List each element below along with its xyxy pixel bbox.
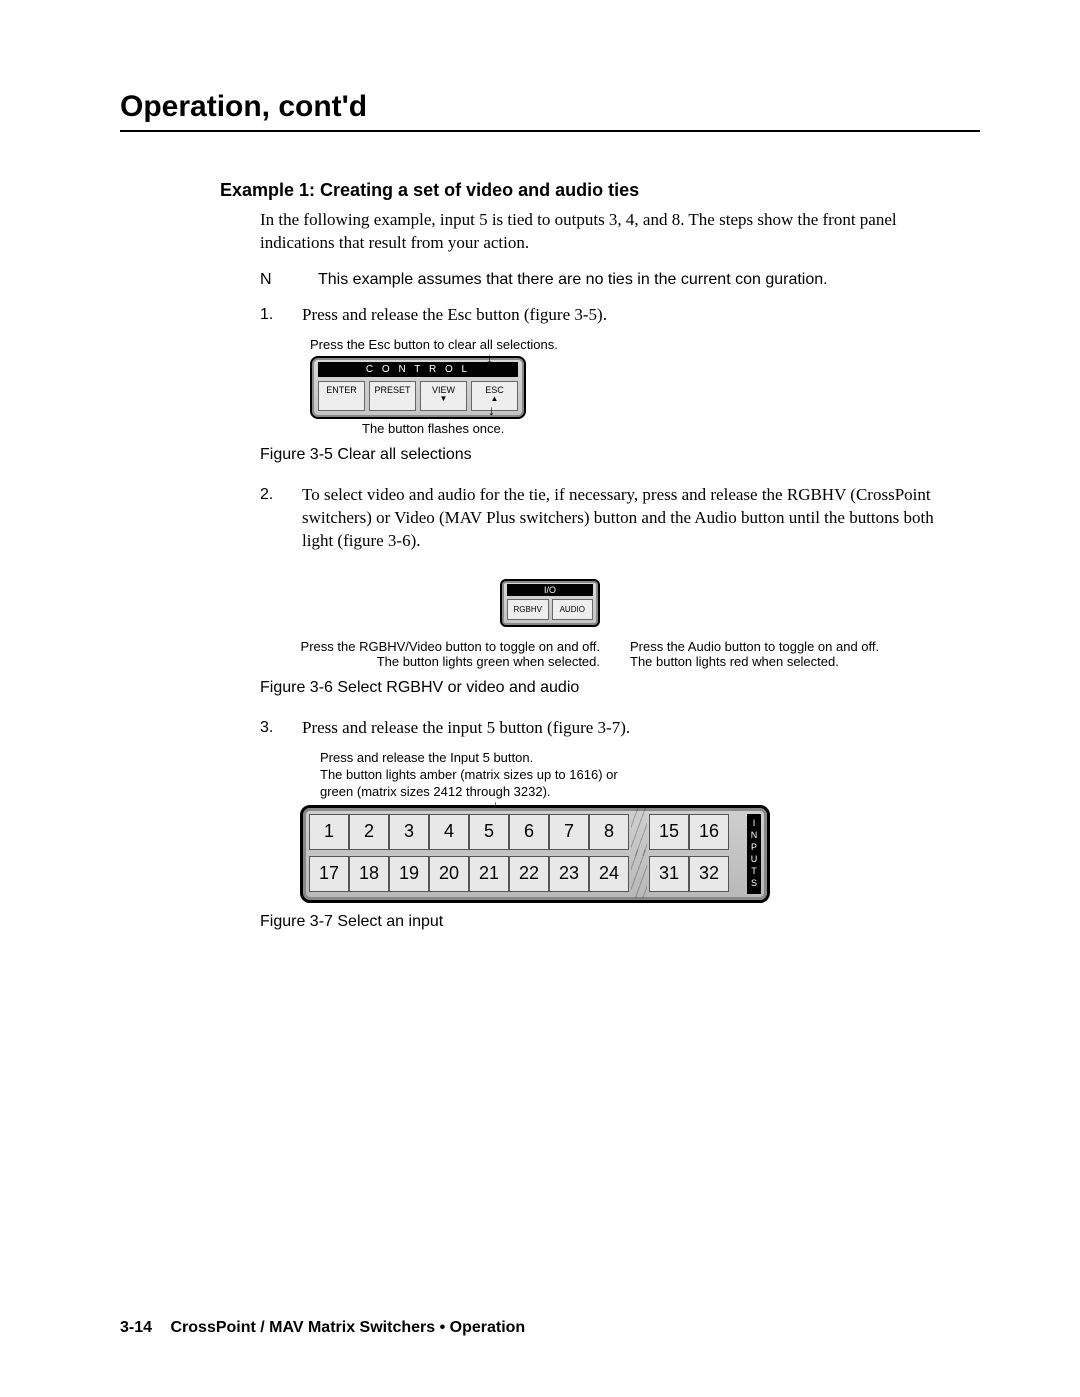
- input-btn: 31: [649, 856, 689, 892]
- footer-text: CrossPoint / MAV Matrix Switchers • Oper…: [170, 1319, 525, 1336]
- input-btn: 6: [509, 814, 549, 850]
- step-3-num: 3.: [260, 717, 280, 740]
- preset-button: PRESET: [369, 381, 416, 411]
- fig37-cap2: The button lights amber (matrix sizes up…: [320, 767, 980, 784]
- input-btn: 19: [389, 856, 429, 892]
- figure-3-5: Press the Esc button to clear all select…: [310, 337, 980, 436]
- input-btn: 21: [469, 856, 509, 892]
- title-rule: [120, 130, 980, 132]
- input-btn: 20: [429, 856, 469, 892]
- fig37-caption: Figure 3-7 Select an input: [260, 913, 980, 931]
- fig37-cap1: Press and release the Input 5 button.: [320, 750, 980, 767]
- input-btn: 17: [309, 856, 349, 892]
- input-row-1: 1 2 3 4 5 6 7 8 15 16: [309, 814, 743, 850]
- io-panel: I/O RGBHV AUDIO: [500, 579, 600, 627]
- input-btn: 2: [349, 814, 389, 850]
- view-button: VIEW: [420, 381, 467, 411]
- input-btn: 23: [549, 856, 589, 892]
- fig36-labels: Press the RGBHV/Video button to toggle o…: [300, 639, 980, 669]
- step-3: 3. Press and release the input 5 button …: [260, 717, 940, 740]
- input-btn: 16: [689, 814, 729, 850]
- enter-button: ENTER: [318, 381, 365, 411]
- fig35-precaption: Press the Esc button to clear all select…: [310, 337, 980, 352]
- input-btn: 24: [589, 856, 629, 892]
- figure-3-6: I/O RGBHV AUDIO: [500, 579, 600, 627]
- step-2-text: To select video and audio for the tie, i…: [302, 484, 940, 553]
- step-1: 1. Press and release the Esc button (fig…: [260, 304, 940, 327]
- input-row-2: 17 18 19 20 21 22 23 24 31 32: [309, 856, 743, 892]
- fig35-caption: Figure 3-5 Clear all selections: [260, 446, 980, 464]
- input-strip: 1 2 3 4 5 6 7 8 15 16 17 18 19 20 21 22 …: [300, 805, 770, 903]
- step-1-num: 1.: [260, 304, 280, 327]
- intro-paragraph: In the following example, input 5 is tie…: [260, 209, 940, 255]
- fig35-postcaption: The button flashes once.: [362, 421, 980, 436]
- input-btn: 3: [389, 814, 429, 850]
- figure-3-7: ↓ 1 2 3 4 5 6 7 8 15 16 17 18 19 20 21: [300, 805, 980, 903]
- strip-break: [629, 814, 649, 850]
- fig37-precaption: Press and release the Input 5 button. Th…: [320, 750, 980, 801]
- rgbhv-button: RGBHV: [507, 599, 549, 620]
- io-header: I/O: [507, 584, 593, 596]
- fig36-caption: Figure 3-6 Select RGBHV or video and aud…: [260, 679, 980, 697]
- step-2-num: 2.: [260, 484, 280, 553]
- input-btn: 4: [429, 814, 469, 850]
- arrow-down-icon: ↓: [488, 404, 495, 420]
- input-btn: 32: [689, 856, 729, 892]
- step-3-text: Press and release the input 5 button (fi…: [302, 717, 940, 740]
- fig36-right2: The button lights red when selected.: [630, 654, 930, 669]
- example-heading: Example 1: Creating a set of video and a…: [220, 180, 980, 201]
- fig37-cap3: green (matrix sizes 2412 through 3232).: [320, 784, 980, 801]
- input-btn: 15: [649, 814, 689, 850]
- triangle-down-icon: [421, 395, 466, 403]
- note-row: N This example assumes that there are no…: [260, 269, 940, 291]
- fig36-left2: The button lights green when selected.: [300, 654, 600, 669]
- input-btn: 7: [549, 814, 589, 850]
- note-text: This example assumes that there are no t…: [318, 269, 940, 291]
- note-label: N: [260, 269, 278, 291]
- input-btn: 18: [349, 856, 389, 892]
- strip-break: [629, 856, 649, 892]
- input-btn-5: 5: [469, 814, 509, 850]
- step-2: 2. To select video and audio for the tie…: [260, 484, 940, 553]
- audio-button: AUDIO: [552, 599, 594, 620]
- page-number: 3-14: [120, 1319, 152, 1336]
- inputs-side-label: INPUTS: [747, 814, 761, 894]
- page-title: Operation, cont'd: [120, 90, 980, 124]
- triangle-up-icon: [472, 395, 517, 403]
- input-btn: 22: [509, 856, 549, 892]
- arrow-down-icon: ↓: [486, 352, 493, 368]
- fig36-left1: Press the RGBHV/Video button to toggle o…: [300, 639, 600, 654]
- fig36-right1: Press the Audio button to toggle on and …: [630, 639, 930, 654]
- input-btn: 8: [589, 814, 629, 850]
- input-btn: 1: [309, 814, 349, 850]
- page-footer: 3-14 CrossPoint / MAV Matrix Switchers •…: [120, 1319, 525, 1337]
- step-1-text: Press and release the Esc button (figure…: [302, 304, 940, 327]
